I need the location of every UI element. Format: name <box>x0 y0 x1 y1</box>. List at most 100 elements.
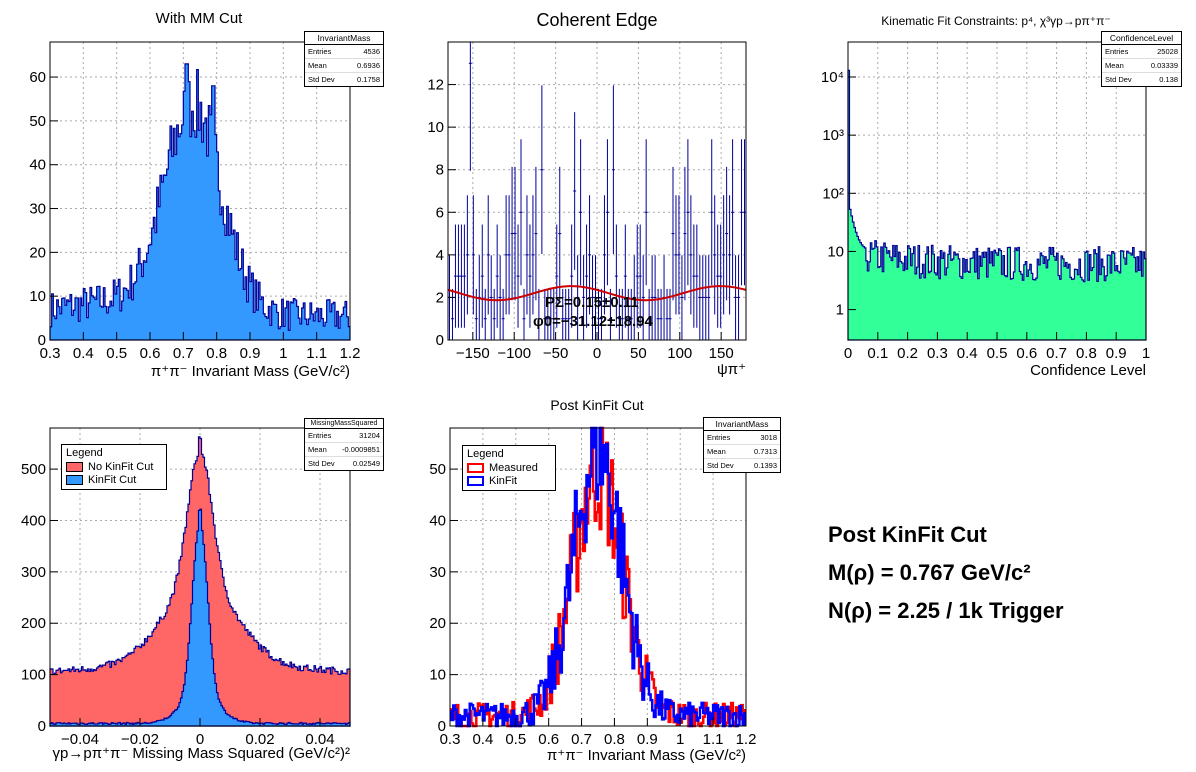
stats-row: Mean 0.03339 <box>1102 59 1181 73</box>
stats-key: Mean <box>1105 61 1124 70</box>
y-tick-label: 0 <box>38 718 46 735</box>
y-tick-label: 10 <box>427 119 444 136</box>
stats-box: InvariantMass Entries 3018 Mean 0.7313 Std… <box>703 417 781 473</box>
stats-row: Std Dev 0.138 <box>1102 73 1181 86</box>
y-tick-label: 300 <box>21 564 46 581</box>
y-tick-label: 10 <box>29 288 46 305</box>
x-tick-label: 1.2 <box>340 345 361 362</box>
legend-item: KinFit Cut <box>66 474 162 486</box>
stats-name: InvariantMass <box>704 418 780 431</box>
pad-title: Post KinFit Cut <box>550 397 644 413</box>
stats-name: MissingMassSquared <box>305 419 383 429</box>
stats-key: Std Dev <box>707 461 734 470</box>
histogram-invariant-mass <box>49 63 351 341</box>
stats-row: Std Dev 0.02549 <box>305 457 383 470</box>
x-tick-label: 1.2 <box>736 731 757 748</box>
histogram-confidence-level <box>847 69 1147 341</box>
fit-result-phi: φ0=−31.12±18.94 <box>533 313 653 330</box>
x-tick-label: 1 <box>279 345 287 362</box>
pad-confidence-level: Kinematic Fit Constraints: p⁴, χ³γp→pπ⁺π… <box>796 0 1196 386</box>
summary-yield: N(ρ) = 2.25 / 1k Trigger <box>828 598 1064 623</box>
x-tick-label: 1 <box>1142 345 1150 362</box>
pad-post-kinfit: Post KinFit Cut 0.3 0.4 0.5 0.6 0.7 0.8 0.9 1 1.… <box>398 386 796 772</box>
legend-swatch <box>467 463 484 473</box>
x-tick-label: 0.8 <box>206 345 227 362</box>
x-tick-label: 0.8 <box>1076 345 1097 362</box>
y-tick-label: 500 <box>21 461 46 478</box>
x-tick-label: −0.04 <box>61 731 99 748</box>
pad-title: With MM Cut <box>155 10 243 27</box>
chart-post-kinfit: 0.3 0.4 0.5 0.6 0.7 0.8 0.9 1 1.1 1.2 0 10 20 30 40 50 <box>429 426 757 748</box>
chart-coherent-edge: −150 −100 −50 0 50 100 150 0 2 4 6 8 10 12 <box>427 41 747 362</box>
x-tick-label: 1.1 <box>306 345 327 362</box>
y-tick-label: 8 <box>436 162 444 179</box>
stats-val: 0.138 <box>1159 75 1178 84</box>
legend-label: Measured <box>489 462 538 474</box>
stats-val: 0.6936 <box>357 61 380 70</box>
x-tick-label: 0.9 <box>637 731 658 748</box>
x-tick-label: 0.3 <box>40 345 61 362</box>
x-tick-label: 0.6 <box>140 345 161 362</box>
stats-row: Entries 31204 <box>305 429 383 443</box>
stats-key: Entries <box>308 47 332 56</box>
fit-result-sigma: PΣ=0.15±0.11 <box>545 294 639 311</box>
x-tick-label: 0.1 <box>867 345 888 362</box>
stats-val: 0.1758 <box>357 75 380 84</box>
x-tick-label: 0.7 <box>173 345 194 362</box>
y-tick-label: 200 <box>21 615 46 632</box>
y-tick-label: 400 <box>21 512 46 529</box>
pad-title: Kinematic Fit Constraints: p⁴, χ³γp→pπ⁺π… <box>881 14 1111 28</box>
stats-name: ConfidenceLevel <box>1102 32 1181 45</box>
chart-invariant-mass: 0.3 0.4 0.5 0.6 0.7 0.8 0.9 1 1.1 1.2 0 10 20 30 40 50 6… <box>29 41 361 362</box>
legend-header: Legend <box>467 448 504 460</box>
x-tick-label: 0.6 <box>1016 345 1037 362</box>
stats-row: Std Dev 0.1758 <box>305 73 383 86</box>
x-tick-label: 0.4 <box>957 345 978 362</box>
x-tick-label: 150 <box>709 345 734 362</box>
y-tick-label: 10 <box>827 243 844 260</box>
stats-key: Std Dev <box>1105 75 1132 84</box>
pad-title: Coherent Edge <box>536 10 658 30</box>
pad-invariant-mass-mm-cut: With MM Cut 0.3 0.4 0.5 0.6 0.7 0.8 0.9 1 1.1 1.2… <box>0 0 398 386</box>
legend-swatch <box>467 476 484 486</box>
stats-row: Mean -0.0009851 <box>305 443 383 457</box>
stats-val: -0.0009851 <box>342 445 380 454</box>
legend-label: KinFit <box>489 475 518 487</box>
x-tick-label: 0.02 <box>245 731 274 748</box>
stats-row: Mean 0.6936 <box>305 59 383 73</box>
stats-key: Mean <box>308 445 327 454</box>
x-tick-label: 0.2 <box>897 345 918 362</box>
x-tick-label: −150 <box>456 345 490 362</box>
histogram-kinfit <box>450 426 746 728</box>
histogram-kinfit <box>49 508 351 727</box>
x-axis-title: ψπ⁺ <box>717 361 746 378</box>
x-axis-title: Confidence Level <box>1030 362 1146 379</box>
legend-item: No KinFit Cut <box>66 461 162 473</box>
fit-curve <box>447 285 747 302</box>
stats-val: 0.1393 <box>754 461 777 470</box>
stats-key: Std Dev <box>308 459 335 468</box>
pad-missing-mass: −0.04 −0.02 0 0.02 0.04 0 100 200 300 400 500 Miss… <box>0 386 398 772</box>
x-tick-label: 0.7 <box>571 731 592 748</box>
legend: Legend Measured KinFit <box>462 445 556 491</box>
y-tick-label: 1 <box>836 302 844 319</box>
x-tick-label: 0 <box>196 731 204 748</box>
stats-val: 0.03339 <box>1150 61 1178 70</box>
x-tick-label: 0.5 <box>987 345 1008 362</box>
x-tick-label: −100 <box>497 345 531 362</box>
chart-confidence-level: 0 0.1 0.2 0.3 0.4 0.5 0.6 0.7 0.8 0.9 1 1 10 10² 10³ 10… <box>821 41 1150 362</box>
y-tick-label: 10 <box>429 667 446 684</box>
pad-coherent-edge: Coherent Edge −150 −100 −50 0 50 100 150 0 2 4 6 8 1… <box>398 0 796 386</box>
x-tick-label: 0.5 <box>505 731 526 748</box>
stats-row: Entries 3018 <box>704 431 780 445</box>
stats-key: Entries <box>1105 47 1129 56</box>
stats-box: InvariantMass Entries 4536 Mean 0.6936 Std… <box>304 31 384 87</box>
stats-val: 3018 <box>760 433 777 442</box>
x-tick-label: 0.9 <box>1106 345 1127 362</box>
x-tick-label: −0.02 <box>121 731 159 748</box>
x-tick-label: 0.8 <box>604 731 625 748</box>
legend-label: KinFit Cut <box>88 474 137 486</box>
stats-name: InvariantMass <box>305 32 383 45</box>
stats-val: 25028 <box>1157 47 1178 56</box>
stats-val: 0.7313 <box>754 447 777 456</box>
